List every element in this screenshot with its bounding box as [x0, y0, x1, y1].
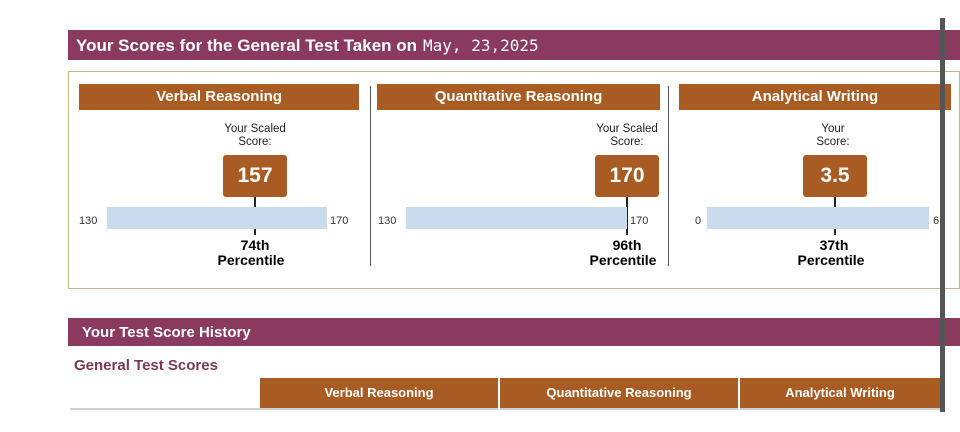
quant-scaled-label: Your Scaled Score: [587, 123, 667, 149]
quant-percentile-label: Percentile [589, 252, 657, 268]
verbal-scaled-label: Your Scaled Score: [215, 123, 295, 149]
verbal-score-bar [107, 207, 327, 229]
verbal-score-box: 157 [223, 155, 287, 197]
quant-percentile-rank: 96th [612, 237, 642, 253]
test-date: May, 23,2025 [423, 36, 539, 55]
history-header: Your Test Score History [68, 318, 960, 346]
history-col-quant: Quantitative Reasoning [500, 378, 738, 410]
quant-score-marker [626, 197, 628, 235]
vertical-scrollbar[interactable] [940, 18, 945, 412]
section-divider [668, 86, 669, 266]
quant-scaled-label-line2: Score: [610, 136, 644, 148]
writing-min: 0 [695, 215, 702, 227]
verbal-percentile-rank: 74th [240, 237, 270, 253]
quant-section: Quantitative Reasoning Your Scaled Score:… [372, 72, 672, 290]
header-title-text: Your Scores for the General Test Taken o… [76, 36, 418, 55]
quant-max: 170 [630, 215, 649, 227]
history-title: Your Test Score History [82, 324, 251, 341]
section-divider [370, 86, 371, 266]
writing-score-label-line1: Your [821, 123, 845, 135]
quant-header: Quantitative Reasoning [377, 84, 660, 110]
verbal-section: Verbal Reasoning Your Scaled Score: 157 1… [69, 72, 369, 290]
scores-panel: Verbal Reasoning Your Scaled Score: 157 1… [68, 71, 960, 289]
general-test-scores-label: General Test Scores [74, 357, 218, 374]
quant-score-box: 170 [595, 155, 659, 197]
score-report-header: Your Scores for the General Test Taken o… [68, 30, 960, 60]
writing-percentile-label: Percentile [797, 252, 865, 268]
writing-score-bar [707, 207, 929, 229]
writing-max: 6 [933, 215, 940, 227]
writing-score-label: Your Score: [793, 123, 873, 149]
writing-section: Analytical Writing Your Score: 3.5 0 6 37… [669, 72, 960, 290]
verbal-scaled-label-line2: Score: [238, 136, 272, 148]
quant-score-bar [406, 207, 627, 229]
writing-header: Analytical Writing [679, 84, 951, 110]
verbal-header: Verbal Reasoning [79, 84, 359, 110]
writing-score-label-line2: Score: [816, 136, 850, 148]
verbal-scaled-label-line1: Your Scaled [224, 123, 286, 135]
verbal-percentile-label: Percentile [217, 252, 285, 268]
writing-percentile-rank: 37th [819, 237, 849, 253]
history-col-verbal: Verbal Reasoning [260, 378, 498, 410]
score-report-title: Your Scores for the General Test Taken o… [76, 36, 539, 56]
writing-score-box: 3.5 [803, 155, 867, 197]
quant-scaled-label-line1: Your Scaled [596, 123, 658, 135]
verbal-max: 170 [330, 215, 349, 227]
verbal-min: 130 [79, 215, 98, 227]
quant-min: 130 [378, 215, 397, 227]
table-row-divider [70, 408, 260, 410]
history-col-writing: Analytical Writing [740, 378, 940, 410]
